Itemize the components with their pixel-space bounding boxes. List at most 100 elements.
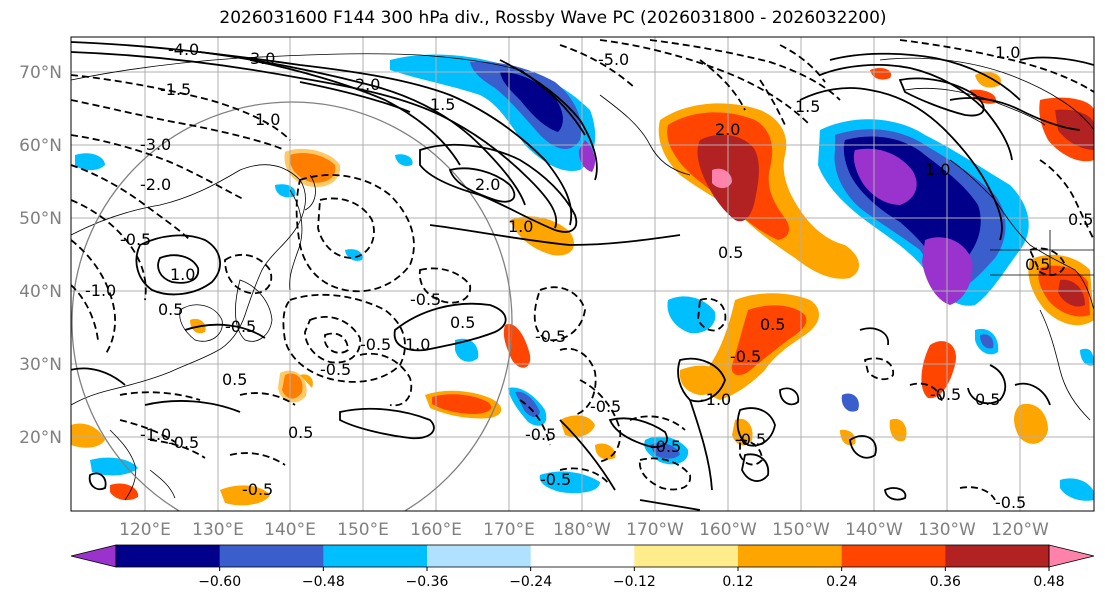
- colorbar-frame: [115, 544, 1050, 568]
- reference-circle: [71, 101, 513, 511]
- pos-div-patch: [1058, 279, 1085, 307]
- neg-div-patch: [395, 154, 413, 166]
- colorbar-tick-label: 0.12: [722, 574, 753, 590]
- pos-div-patch: [595, 443, 616, 460]
- pos-div-patch: [110, 483, 139, 501]
- contour-labels: -4.0 3.0 2.0 1.5 1.0 -1.5 -3.0 -2.0 1.0 …: [85, 40, 1093, 512]
- colorbar-segment: [634, 545, 739, 567]
- contour-label: 1.0: [508, 217, 533, 236]
- contour-label: 0.5: [975, 390, 1000, 409]
- contour-label: -0.5: [540, 470, 571, 489]
- contour-label: -1.5: [160, 80, 191, 99]
- neg-div-patch: [841, 393, 859, 412]
- lat-label: 30°N: [19, 355, 62, 375]
- lon-label: 140°W: [845, 520, 903, 540]
- colorbar-segment: [530, 545, 635, 567]
- colorbar-tick-label: −0.48: [302, 574, 345, 590]
- colorbar-segment: [738, 545, 843, 567]
- lon-label: 140°E: [264, 520, 316, 540]
- neg-div-patch: [1080, 348, 1094, 366]
- contour-label: 0.5: [222, 370, 247, 389]
- neg-div-patch: [667, 296, 716, 334]
- neg-div-patch: [500, 72, 563, 132]
- colorbar-segment: [323, 545, 428, 567]
- colorbar-tick-label: −0.12: [613, 574, 656, 590]
- colorbar-segment: [116, 545, 221, 567]
- pos-div-patch: [71, 423, 105, 448]
- contour-label: -0.5: [168, 433, 199, 452]
- colorbar-extend-max: [1048, 544, 1095, 568]
- lon-label: 130°W: [918, 520, 976, 540]
- graticule: [71, 37, 1094, 511]
- negative-contours: [71, 39, 1094, 501]
- lon-label: 150°W: [772, 520, 830, 540]
- coastlines: [71, 53, 1094, 501]
- contour-label: 0.5: [760, 315, 785, 334]
- contour-label: 2.0: [715, 120, 740, 139]
- colorbar: −0.60 −0.48 −0.36 −0.24 −0.12 0.12 0.24 0.36 0.4…: [70, 544, 1095, 590]
- contour-label: 0.5: [718, 243, 743, 262]
- contour-label: -0.5: [360, 335, 391, 354]
- positive-contours: [71, 41, 1094, 511]
- lon-label: 170°W: [626, 520, 684, 540]
- contour-label: -0.5: [535, 327, 566, 346]
- colorbar-tick-label: −0.36: [406, 574, 449, 590]
- neg-div-patch: [853, 148, 917, 205]
- contour-label: -0.5: [650, 437, 681, 456]
- lon-label: 160°W: [699, 520, 757, 540]
- contour-label: 0.5: [1025, 255, 1050, 274]
- contour-label: -1.0: [140, 425, 171, 444]
- contour-label: 0.5: [1068, 210, 1093, 229]
- contour-label: 1.0: [255, 110, 280, 129]
- contour-label: -0.5: [225, 317, 256, 336]
- contour-label: -2.0: [140, 175, 171, 194]
- pos-div-patch: [278, 370, 307, 403]
- neg-div-patch: [455, 338, 479, 362]
- colorbar-segment: [219, 545, 324, 567]
- lon-label: 160°E: [410, 520, 462, 540]
- pos-div-patch: [975, 72, 1001, 88]
- contour-label: 1.5: [430, 95, 455, 114]
- lat-label: 50°N: [19, 209, 62, 229]
- lon-label: 170°E: [483, 520, 535, 540]
- pos-div-patch: [731, 305, 807, 376]
- contour-label: -3.0: [140, 135, 171, 154]
- pos-div-patch: [560, 415, 595, 437]
- lat-label: 70°N: [19, 63, 62, 83]
- neg-div-patch: [1060, 478, 1094, 501]
- map-frame: [70, 36, 1095, 512]
- neg-div-patch: [515, 391, 540, 418]
- lat-label: 40°N: [19, 282, 62, 302]
- longitude-labels: 120°E 130°E 140°E 150°E 160°E 170°E 180°…: [119, 520, 1049, 540]
- contour-label: -0.5: [995, 493, 1026, 512]
- pos-div-patch: [432, 394, 492, 414]
- contour-label: -0.5: [730, 347, 761, 366]
- contour-label: 1.0: [405, 335, 430, 354]
- pos-div-patch: [300, 374, 313, 388]
- contour-label: -5.0: [598, 50, 629, 69]
- contour-label: -0.5: [590, 397, 621, 416]
- neg-div-patch: [578, 140, 596, 172]
- colorbar-tick-label: 0.48: [1033, 574, 1064, 590]
- neg-div-patch: [90, 457, 138, 476]
- contour-label: -0.5: [735, 430, 766, 449]
- pos-div-patch: [220, 485, 270, 506]
- contour-label: 3.0: [250, 49, 275, 68]
- colorbar-segment: [427, 545, 532, 567]
- pos-div-patch: [503, 324, 531, 368]
- contour-label: -1.0: [85, 281, 116, 300]
- pos-div-patch: [510, 216, 574, 256]
- contour-label: -4.0: [168, 40, 199, 59]
- colorbar-extend-min: [70, 544, 117, 568]
- contour-label: -0.5: [120, 230, 151, 249]
- lon-label: 120°W: [991, 520, 1049, 540]
- neg-div-patch: [980, 334, 994, 349]
- contour-label: 0.5: [288, 423, 313, 442]
- pos-div-patch: [1014, 403, 1048, 444]
- lon-label: 130°E: [192, 520, 244, 540]
- contour-label: -0.5: [410, 290, 441, 309]
- plot-title: 2026031600 F144 300 hPa div., Rossby Wav…: [219, 8, 887, 28]
- contour-label: 0.5: [158, 300, 183, 319]
